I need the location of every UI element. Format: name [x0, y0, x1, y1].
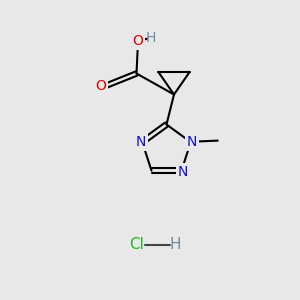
- Text: H: H: [170, 237, 181, 252]
- Text: O: O: [96, 79, 106, 92]
- Text: H: H: [146, 31, 156, 45]
- Text: O: O: [133, 34, 143, 48]
- Text: N: N: [178, 165, 188, 179]
- Text: N: N: [187, 135, 197, 149]
- Text: N: N: [136, 135, 146, 149]
- Text: Cl: Cl: [129, 237, 144, 252]
